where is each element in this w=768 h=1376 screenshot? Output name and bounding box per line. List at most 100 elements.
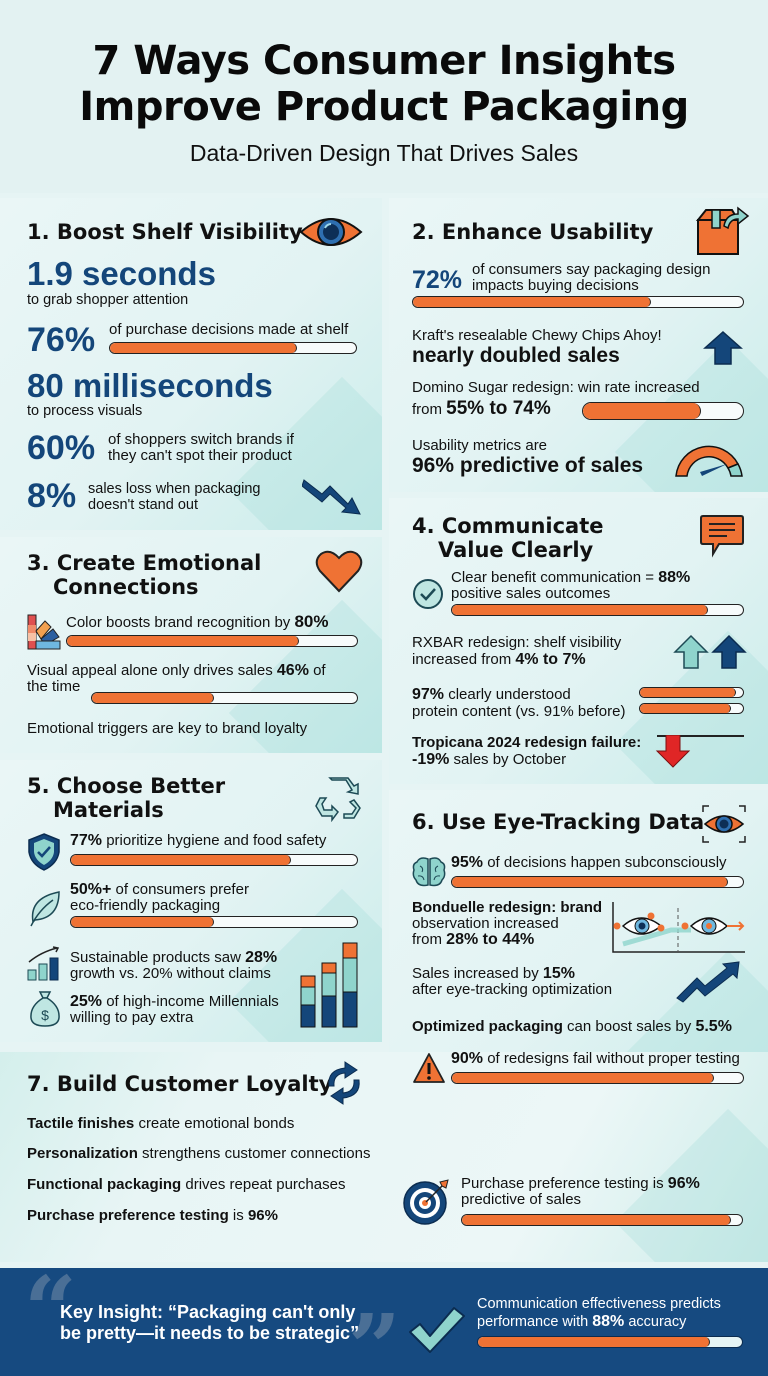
arrow-down-icon — [655, 735, 691, 768]
list-item: Tactile finishes create emotional bonds — [27, 1115, 295, 1132]
key-insight-quote: Key Insight: “Packaging can't only be pr… — [60, 1302, 360, 1343]
target-icon — [403, 1179, 449, 1225]
progress-bar-after — [639, 687, 744, 698]
list-item: Functional packaging drives repeat purch… — [27, 1176, 346, 1193]
arrows-up-icon — [673, 634, 747, 669]
stacked-bar-chart-icon — [300, 942, 358, 1028]
stat-label: Tropicana 2024 redesign failure: -19% sal… — [412, 734, 642, 768]
section-emotional-connections: 3. Create Emotional Connections Color bo… — [0, 537, 382, 753]
stat-value: 96% predictive of sales — [412, 454, 644, 477]
stat-label: from 55% to 74% — [412, 398, 551, 419]
stat-label: 97% clearly understood protein content (v… — [412, 686, 626, 720]
recycle-icon — [315, 777, 361, 822]
section-communicate-value: 4. Communicate Value Clearly Clear benef… — [389, 498, 768, 784]
stat-label: RXBAR redesign: shelf visibility increase… — [412, 634, 622, 668]
trend-up-icon — [676, 961, 740, 1003]
heart-icon — [315, 550, 363, 593]
progress-bar — [451, 604, 744, 616]
stat-label: 95% of decisions happen subconsciously — [451, 854, 727, 871]
progress-bar — [461, 1214, 743, 1226]
list-item: Personalization strengthens customer con… — [27, 1145, 371, 1162]
stat-label: 25% of high-income Millennials willing to… — [70, 993, 279, 1026]
stat-label: Bonduelle redesign: brand observation inc… — [412, 899, 603, 948]
section-title: 4. Communicate Value Clearly — [412, 514, 604, 562]
stat-label: Visual appeal alone only drives sales 46… — [27, 662, 326, 695]
eye-tracking-icon — [702, 805, 746, 843]
stat-label: Color boosts brand recognition by 80% — [66, 612, 329, 632]
progress-bar — [91, 692, 358, 704]
stat-label: 50%+ of consumers prefer eco-friendly pac… — [70, 881, 249, 914]
stat-label: Purchase preference testing is 96% predic… — [461, 1175, 700, 1208]
page-title: 7 Ways Consumer Insights Improve Product… — [0, 0, 768, 130]
stat-label: Sales increased by 15% after eye-tracking… — [412, 965, 613, 998]
section-better-materials: 5. Choose Better Materials 77% prioritiz… — [0, 760, 382, 1042]
footer-key-insight: “ ” Key Insight: “Packaging can't only b… — [0, 1264, 768, 1376]
stat-label: of consumers say packaging design impacts… — [472, 261, 711, 294]
stat-label: to process visuals — [27, 403, 143, 419]
leaf-icon — [30, 891, 60, 927]
checkmark-circle-icon — [413, 579, 443, 609]
stat-label: Emotional triggers are key to brand loya… — [27, 720, 308, 737]
open-quote-icon: “ — [24, 1256, 77, 1364]
growth-chart-icon — [27, 946, 60, 981]
stat-value: 8% — [27, 477, 77, 515]
section-shelf-visibility: 1. Boost Shelf Visibility 1.9 seconds to… — [0, 198, 382, 530]
gauge-icon — [675, 445, 743, 477]
title-line-1: 7 Ways Consumer Insights — [92, 38, 677, 84]
progress-bar — [66, 635, 358, 647]
stat-value: 76% — [27, 321, 96, 359]
stat-label: Domino Sugar redesign: win rate increase… — [412, 379, 700, 396]
stat-value: 72% — [412, 266, 463, 294]
section-title: 7. Build Customer Loyalty — [27, 1072, 333, 1096]
money-bag-icon: $ — [30, 991, 60, 1027]
section-title: 1. Boost Shelf Visibility — [27, 220, 303, 244]
section-title: 2. Enhance Usability — [412, 220, 654, 244]
stat-label: sales loss when packaging doesn't stand o… — [88, 481, 261, 513]
section-customer-loyalty: 7. Build Customer Loyalty Tactile finish… — [0, 1052, 768, 1262]
stat-label: to grab shopper attention — [27, 292, 189, 308]
stat-label: 90% of redesigns fail without proper tes… — [451, 1050, 740, 1067]
color-swatch-icon — [27, 614, 61, 650]
stat-label: Clear benefit communication = 88% positiv… — [451, 569, 691, 602]
checkmark-icon — [409, 1307, 465, 1353]
progress-bar-before — [639, 703, 744, 714]
stat-label: of shoppers switch brands if they can't s… — [108, 431, 294, 464]
footer-stat-label: Communication effectiveness predicts per… — [477, 1296, 721, 1330]
stat-label: of purchase decisions made at shelf — [109, 321, 349, 338]
trend-down-icon — [302, 479, 361, 515]
header: 7 Ways Consumer Insights Improve Product… — [0, 0, 768, 193]
shield-icon — [28, 833, 60, 871]
stat-value: 60% — [27, 429, 96, 467]
section-title: 3. Create Emotional Connections — [27, 551, 262, 599]
progress-bar — [451, 1072, 744, 1084]
package-icon — [695, 206, 750, 255]
eye-tracking-chart-icon — [612, 902, 745, 953]
stat-value: 80 milliseconds — [27, 367, 273, 404]
stat-value: 1.9 seconds — [27, 255, 216, 292]
stat-value: nearly doubled sales — [412, 344, 620, 367]
speech-bubble-icon — [700, 515, 744, 558]
section-title: 6. Use Eye-Tracking Data — [412, 810, 705, 834]
stat-label: Kraft's resealable Chewy Chips Ahoy! — [412, 327, 662, 344]
close-quote-icon: ” — [348, 1294, 401, 1376]
brain-icon — [412, 857, 446, 887]
subtitle: Data-Driven Design That Drives Sales — [189, 140, 579, 166]
progress-bar — [412, 296, 744, 308]
svg-text:$: $ — [41, 1007, 49, 1023]
progress-bar — [70, 916, 358, 928]
stat-label: Sustainable products saw 28% growth vs. 2… — [70, 949, 278, 982]
section-eye-tracking: 6. Use Eye-Tracking Data 95% of decision… — [389, 790, 768, 1104]
eye-icon — [299, 218, 363, 246]
progress-bar — [70, 854, 358, 866]
progress-bar — [109, 342, 357, 354]
arrow-up-icon — [703, 330, 743, 365]
section-title: 5. Choose Better Materials — [27, 774, 226, 822]
stat-label: Optimized packaging can boost sales by 5… — [412, 1018, 732, 1035]
divider — [657, 735, 744, 737]
stat-label: 77% prioritize hygiene and food safety — [70, 832, 327, 849]
list-item: Purchase preference testing is 96% — [27, 1207, 278, 1224]
warning-icon — [413, 1053, 445, 1083]
progress-bar — [477, 1336, 743, 1348]
progress-bar — [582, 402, 744, 420]
section-usability: 2. Enhance Usability 72% of consumers sa… — [389, 198, 768, 492]
